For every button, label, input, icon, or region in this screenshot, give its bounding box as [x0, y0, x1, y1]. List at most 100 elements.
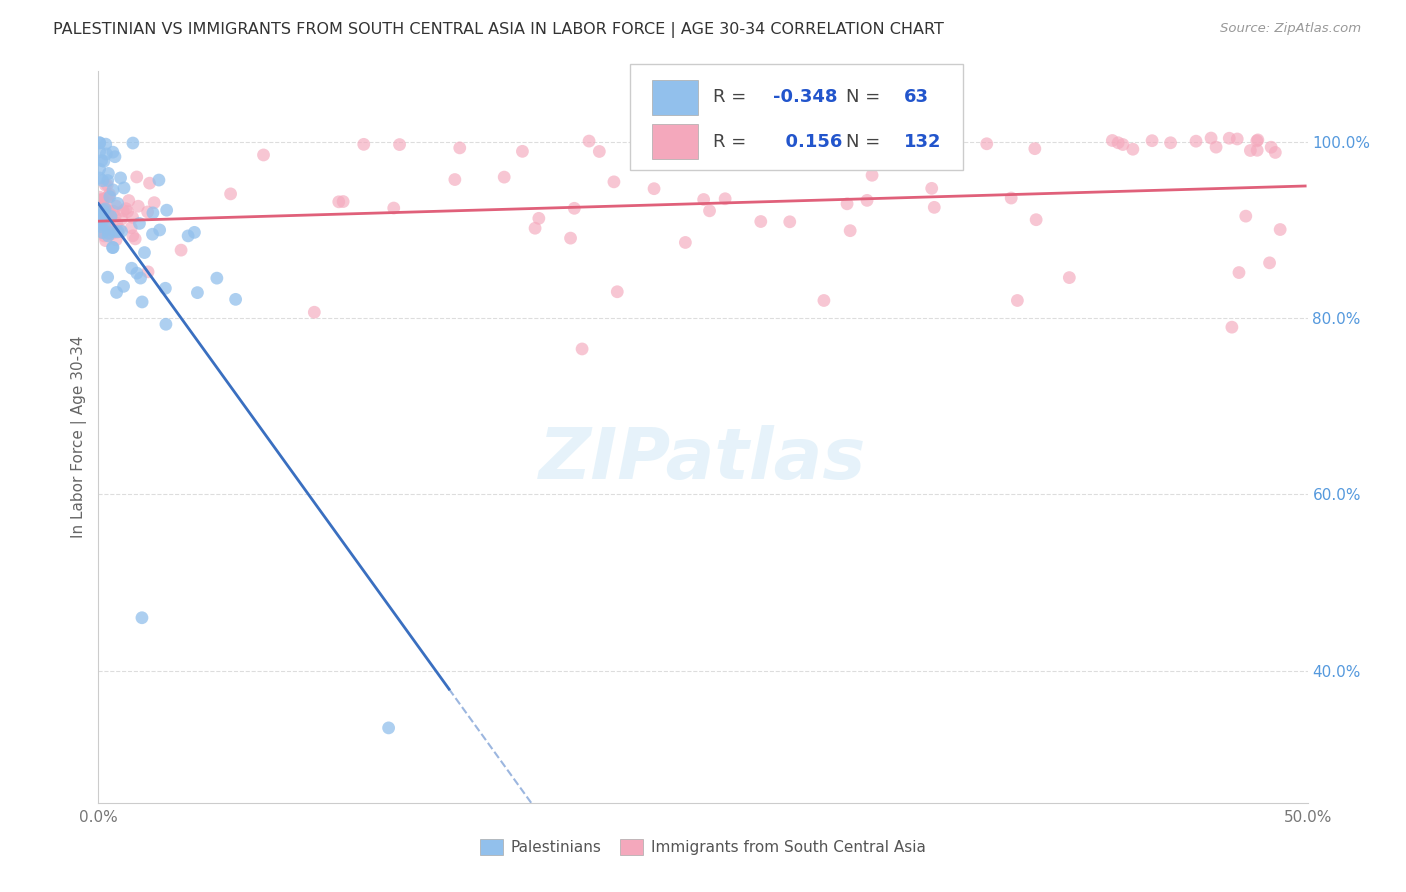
Bar [652, 124, 699, 160]
Point [91, 192, 114, 206]
Point [731, 147, 754, 161]
Point [93, 228, 115, 243]
Point [94, 178, 117, 193]
Point [131, 295, 153, 310]
Y-axis label: In Labor Force | Age 30-34: In Labor Force | Age 30-34 [72, 335, 87, 539]
Point [1112, 137, 1135, 152]
Point [121, 261, 143, 276]
Bar [652, 79, 699, 115]
Point [1160, 136, 1182, 150]
Point [101, 240, 124, 254]
Point [105, 225, 128, 239]
FancyBboxPatch shape [630, 64, 963, 170]
Point [90, 219, 112, 234]
Point [692, 193, 714, 207]
Point [89, 190, 111, 204]
Text: R =: R = [713, 133, 752, 151]
Point [94, 202, 117, 216]
Point [388, 137, 411, 152]
Point [98, 187, 121, 202]
Point [1007, 293, 1029, 308]
Point [97, 270, 120, 285]
Point [98, 206, 121, 220]
Point [138, 176, 160, 190]
Point [588, 145, 610, 159]
Point [91, 208, 114, 222]
Point [1218, 131, 1240, 145]
Point [353, 137, 375, 152]
Point [89, 206, 111, 220]
Point [1227, 266, 1250, 280]
Point [89, 162, 111, 177]
Point [922, 200, 945, 214]
Text: ZIPatlas: ZIPatlas [540, 425, 866, 493]
Point [155, 281, 177, 295]
Point [104, 199, 127, 213]
Point [1226, 132, 1249, 146]
Point [813, 293, 835, 308]
Point [643, 182, 665, 196]
Point [839, 224, 862, 238]
Point [1246, 143, 1268, 157]
Point [124, 232, 146, 246]
Point [749, 214, 772, 228]
Point [908, 140, 931, 154]
Point [110, 224, 132, 238]
Point [1260, 140, 1282, 154]
Point [91, 205, 114, 219]
Point [97, 226, 120, 240]
Point [89, 136, 111, 150]
Point [1107, 136, 1129, 150]
Point [177, 228, 200, 243]
Point [115, 202, 138, 216]
Point [779, 215, 801, 229]
Point [148, 173, 170, 187]
Text: 0.156: 0.156 [773, 133, 842, 151]
Point [98, 221, 121, 235]
Point [657, 136, 679, 151]
Point [104, 150, 127, 164]
Point [136, 265, 159, 279]
Point [142, 206, 165, 220]
Point [155, 318, 177, 332]
Point [156, 203, 179, 218]
Text: N =: N = [845, 88, 886, 106]
Point [93, 202, 115, 216]
Point [1247, 133, 1270, 147]
Point [1199, 131, 1222, 145]
Point [103, 204, 125, 219]
Point [860, 168, 883, 182]
Point [444, 172, 467, 186]
Point [104, 210, 127, 224]
Point [121, 228, 143, 243]
Point [96, 209, 118, 223]
Point [96, 147, 118, 161]
Point [527, 211, 550, 226]
Point [89, 197, 111, 211]
Point [105, 216, 128, 230]
Point [91, 226, 114, 240]
Point [128, 216, 150, 230]
Point [91, 174, 114, 188]
Point [89, 210, 111, 224]
Point [1000, 191, 1022, 205]
Point [856, 194, 879, 208]
Point [89, 226, 111, 240]
Point [122, 136, 145, 150]
Point [252, 148, 274, 162]
Point [1122, 142, 1144, 156]
Point [96, 191, 118, 205]
Point [107, 225, 129, 239]
Point [976, 136, 998, 151]
Point [93, 192, 115, 206]
Point [91, 207, 114, 221]
Text: PALESTINIAN VS IMMIGRANTS FROM SOUTH CENTRAL ASIA IN LABOR FORCE | AGE 30-34 COR: PALESTINIAN VS IMMIGRANTS FROM SOUTH CEN… [53, 22, 945, 38]
Point [97, 173, 120, 187]
Point [141, 227, 163, 242]
Point [1140, 134, 1163, 148]
Point [377, 721, 399, 735]
Point [603, 175, 626, 189]
Point [894, 137, 917, 152]
Point [219, 186, 242, 201]
Text: 132: 132 [904, 133, 941, 151]
